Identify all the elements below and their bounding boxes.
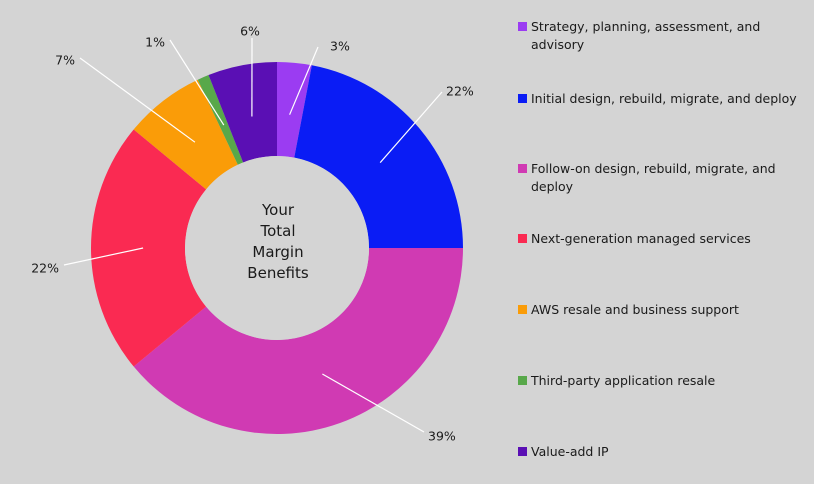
center-label: Your Total Margin Benefits [208,200,348,284]
leader-line [289,46,319,115]
legend-label: Value-add IP [531,444,609,459]
legend-label: Strategy, planning, assessment, and advi… [531,19,761,52]
leader-line [63,247,144,266]
data-label: 22% [31,261,59,276]
legend-label: Next-generation managed services [531,231,751,246]
legend-label: Initial design, rebuild, migrate, and de… [531,91,797,106]
legend-swatch [518,376,527,385]
pie-slice [133,248,463,434]
legend-swatch [518,164,527,173]
pie-slice [277,62,312,158]
legend-item-aws-resale: AWS resale and business support [518,301,808,319]
leader-line [169,39,225,126]
slices-layer [90,62,463,434]
legend-swatch [518,305,527,314]
donut-hole [185,156,369,340]
pie-slice [294,65,463,248]
data-label: 7% [55,53,75,68]
legend-item-third-party-resale: Third-party application resale [518,372,808,390]
center-label-line-2: Total [260,222,296,240]
legend-item-initial-design: Initial design, rebuild, migrate, and de… [518,90,808,108]
leader-line [322,373,425,433]
leader-line [79,57,196,143]
data-labels-layer: 3% 22% 39% 22% 7% 1% 6% [31,24,474,444]
pie-slice [208,62,277,163]
leader-line [379,91,443,164]
legend-swatch [518,234,527,243]
data-label: 39% [428,429,456,444]
legend-label: AWS resale and business support [531,302,739,317]
center-label-line-4: Benefits [247,264,309,282]
legend-swatch [518,447,527,456]
pie-slice [90,129,207,367]
legend-label: Follow-on design, rebuild, migrate, and … [531,161,776,194]
legend-swatch [518,94,527,103]
data-label: 3% [330,39,350,54]
leader-lines-layer [63,37,443,433]
legend-item-strategy: Strategy, planning, assessment, and advi… [518,18,808,54]
legend-item-managed-services: Next-generation managed services [518,230,808,248]
data-label: 22% [446,84,474,99]
legend-swatch [518,22,527,31]
data-label: 6% [240,24,260,39]
pie-slice [133,79,238,190]
legend-item-follow-on-design: Follow-on design, rebuild, migrate, and … [518,160,808,196]
legend-item-value-add-ip: Value-add IP [518,443,808,461]
legend-label: Third-party application resale [531,373,716,388]
data-label: 1% [145,35,165,50]
center-label-line-3: Margin [252,243,304,261]
chart-legend: Strategy, planning, assessment, and advi… [518,0,814,484]
center-label-line-1: Your [261,201,295,219]
